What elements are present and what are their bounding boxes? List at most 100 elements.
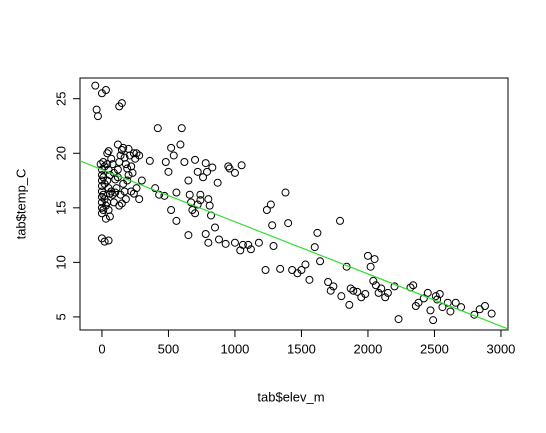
point [487,309,496,318]
point [254,238,263,247]
point [151,184,160,193]
point [429,316,438,325]
x-tick-label: 500 [158,341,180,356]
point [377,284,386,293]
point [132,149,141,158]
point [196,196,205,205]
point [169,151,178,160]
point [100,237,109,246]
point [210,223,219,232]
point [225,164,234,173]
point [145,156,154,165]
point [99,206,108,214]
point [281,188,290,197]
fit-line [79,160,509,330]
point [177,124,186,133]
point [266,200,275,209]
point [204,195,213,204]
point [409,281,418,290]
x-tick-label: 1000 [220,341,249,356]
y-tick-label: 10 [53,255,68,269]
point [153,124,162,133]
y-tick-label: 25 [53,91,68,105]
point [109,198,118,207]
point [117,199,126,208]
point [329,282,338,291]
point [353,287,362,296]
point [129,149,138,158]
point [246,245,255,254]
point [284,219,293,228]
point [419,294,428,303]
point [269,242,278,250]
point [101,214,110,223]
point [262,206,271,214]
point [301,260,310,269]
point [101,86,110,94]
point [119,143,128,152]
point [155,190,164,199]
point [208,163,217,172]
point [237,161,246,170]
point [191,155,200,164]
point [381,293,390,302]
point [161,158,170,166]
point [361,290,370,298]
y-tick-label: 5 [53,313,68,320]
point [103,176,112,185]
point [230,238,239,247]
point [99,158,108,166]
point [363,251,372,260]
point [366,262,375,271]
point [238,240,247,249]
point [113,165,122,174]
point [297,266,306,274]
point [116,190,125,199]
point [374,288,383,297]
point [164,167,173,176]
point [214,235,223,244]
x-tick-label: 2000 [353,341,382,356]
y-axis-label: tab$temp_C [13,169,28,240]
point [107,187,116,196]
point [201,159,210,168]
point [135,151,144,160]
point [172,188,181,197]
point [383,288,392,297]
plot-box [79,77,509,331]
point [349,286,358,295]
y-tick-label: 15 [53,201,68,215]
point [185,190,194,199]
point [111,175,120,184]
point [451,298,460,307]
x-tick-label: 2500 [420,341,449,356]
point [97,192,106,201]
point [193,200,202,209]
point [180,158,189,166]
point [132,184,141,193]
point [268,221,277,230]
point [204,238,213,247]
y-tick-label: 20 [53,146,68,160]
point [336,216,345,225]
x-tick-label: 0 [98,341,105,356]
point [137,176,146,185]
point [201,230,210,238]
point [369,276,378,285]
point [480,302,489,310]
point [221,239,230,248]
point [414,298,423,307]
point [446,307,455,316]
point [91,81,100,90]
x-axis-label: tab$elev_m [257,389,324,404]
point [135,195,144,204]
point [261,266,270,274]
point [128,168,137,177]
point [121,195,130,204]
point [203,167,212,176]
point [167,143,176,152]
point [176,140,185,149]
point [103,149,112,158]
